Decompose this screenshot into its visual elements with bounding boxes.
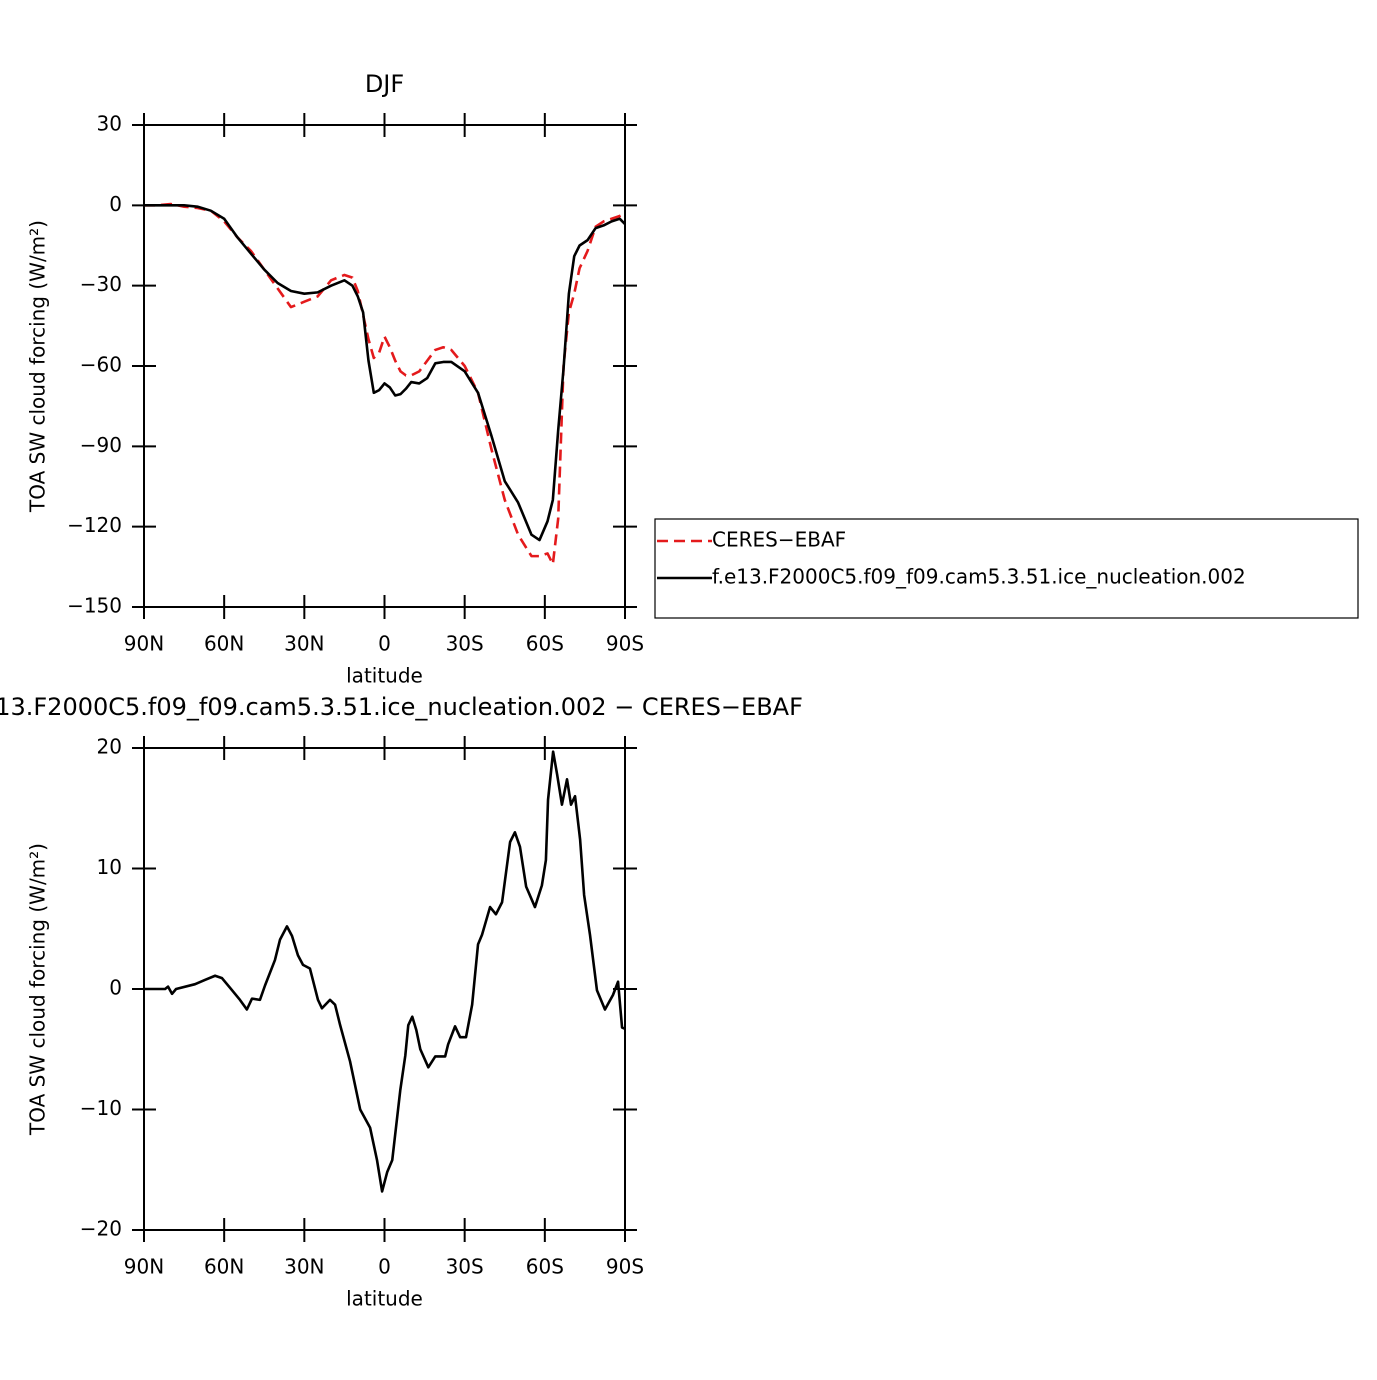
y-tick-label: −30 (80, 272, 122, 296)
y-tick-label: −150 (67, 594, 122, 618)
plot-frame (143, 747, 626, 1231)
x-axis-label: latitude (346, 1287, 423, 1311)
x-tick-label: 0 (378, 1255, 391, 1279)
y-tick-label: −10 (80, 1096, 122, 1120)
chart-title: f.e13.F2000C5.f09_f09.cam5.3.51.ice_nucl… (0, 693, 803, 721)
y-tick-label: 10 (97, 855, 122, 879)
y-tick-label: 0 (109, 192, 122, 216)
y-tick-label: 0 (109, 976, 122, 1000)
legend-label: CERES−EBAF (712, 528, 846, 552)
x-tick-label: 60N (204, 1255, 244, 1279)
legend-box (654, 518, 1359, 619)
data-line (144, 750, 626, 1193)
y-axis-label: TOA SW cloud forcing (W/m²) (26, 220, 50, 513)
x-tick-label: 60S (526, 632, 564, 656)
x-tick-label: 90N (124, 1255, 164, 1279)
y-tick-label: −90 (80, 433, 122, 457)
x-tick-label: 30N (284, 1255, 324, 1279)
x-tick-label: 30S (446, 1255, 484, 1279)
x-tick-label: 60N (204, 632, 244, 656)
plot-frame (143, 124, 626, 608)
x-tick-label: 90N (124, 632, 164, 656)
x-tick-label: 90S (606, 1255, 644, 1279)
y-tick-label: 30 (97, 112, 122, 136)
y-tick-label: −120 (67, 513, 122, 537)
x-tick-label: 0 (378, 632, 391, 656)
data-line (144, 204, 626, 542)
chart-title: DJF (365, 70, 404, 98)
y-tick-label: −60 (80, 353, 122, 377)
y-tick-label: −20 (80, 1217, 122, 1241)
x-tick-label: 30S (446, 632, 484, 656)
x-tick-label: 60S (526, 1255, 564, 1279)
legend-label: f.e13.F2000C5.f09_f09.cam5.3.51.ice_nucl… (712, 565, 1246, 589)
y-axis-label: TOA SW cloud forcing (W/m²) (26, 843, 50, 1136)
x-tick-label: 30N (284, 632, 324, 656)
x-tick-label: 90S (606, 632, 644, 656)
y-tick-label: 20 (97, 735, 122, 759)
x-axis-label: latitude (346, 664, 423, 688)
